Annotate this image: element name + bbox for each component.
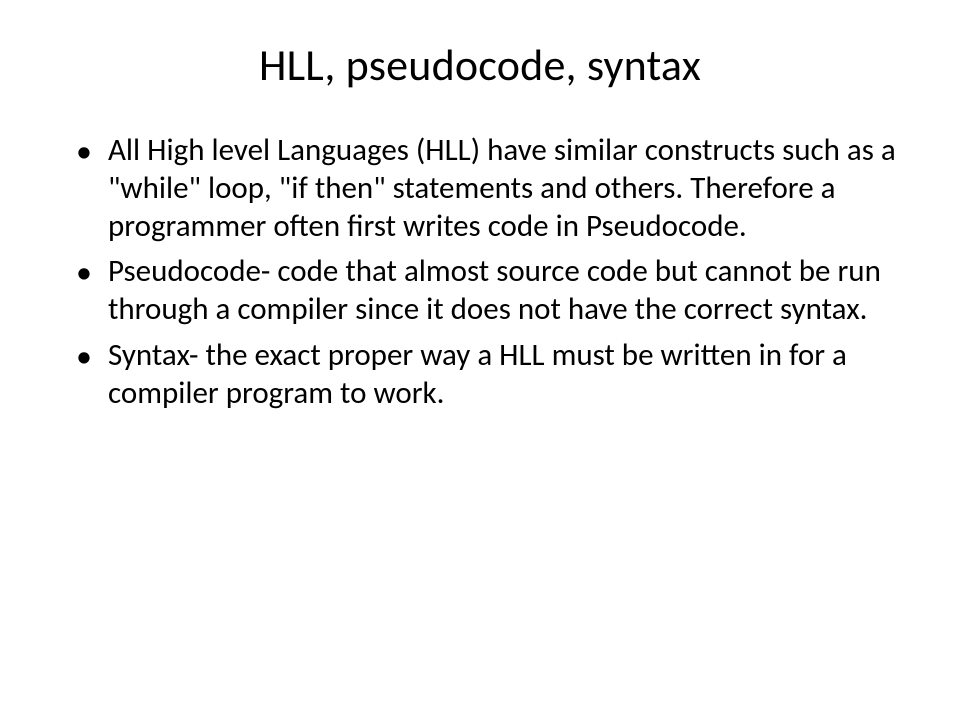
list-item: Syntax- the exact proper way a HLL must … (70, 337, 900, 413)
list-item: All High level Languages (HLL) have simi… (70, 132, 900, 245)
slide-title: HLL, pseudocode, syntax (60, 38, 900, 92)
slide-container: HLL, pseudocode, syntax All High level L… (0, 0, 960, 720)
list-item: Pseudocode- code that almost source code… (70, 253, 900, 329)
bullet-list: All High level Languages (HLL) have simi… (70, 132, 900, 413)
